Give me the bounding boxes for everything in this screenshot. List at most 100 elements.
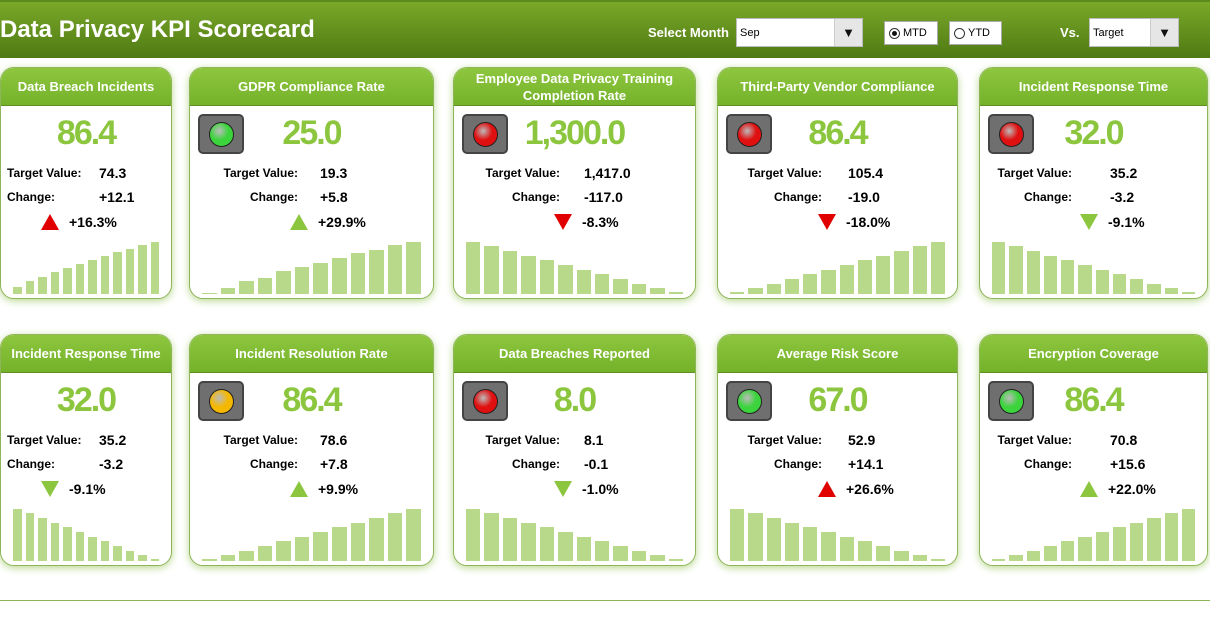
sparkline-bar (13, 508, 22, 561)
sparkline-bar (313, 532, 329, 561)
month-value: Sep (740, 27, 760, 39)
sparkline-bar (1043, 545, 1057, 561)
target-value: 52.9 (848, 432, 876, 448)
trend-sparkline (202, 503, 421, 561)
sparkline-bar (406, 241, 421, 294)
arrow-up-icon (41, 214, 59, 230)
sparkline-bar (821, 532, 836, 561)
target-label: Target Value: (485, 433, 560, 447)
sparkline-bar (63, 527, 72, 561)
month-dropdown[interactable]: Sep ▼ (736, 18, 863, 47)
sparkline-bar (202, 292, 217, 294)
change-percent: +16.3% (41, 214, 117, 230)
trend-sparkline (13, 236, 159, 294)
mtd-label: MTD (903, 27, 927, 39)
change-value: -117.0 (584, 189, 623, 205)
sparkline-bar (930, 559, 945, 561)
sparkline-bar (1043, 255, 1057, 294)
kpi-value: 86.4 (56, 114, 117, 152)
radio-icon (889, 27, 900, 39)
chevron-down-icon[interactable]: ▼ (1150, 19, 1178, 46)
sparkline-bar (38, 276, 47, 294)
change-percent: +29.9% (290, 214, 366, 230)
change-percent: -8.3% (554, 214, 619, 230)
card-title: Data Breaches Reported (454, 335, 695, 373)
sparkline-bar (576, 269, 591, 294)
kpi-value: 86.4 (808, 114, 868, 152)
target-value: 70.8 (1110, 432, 1138, 448)
kpi-value: 86.4 (282, 381, 342, 419)
change-label: Change: (512, 190, 560, 204)
page-title: Data Privacy KPI Scorecard (0, 16, 315, 43)
sparkline-bar (332, 258, 347, 294)
sparkline-bar (992, 559, 1006, 561)
sparkline-bar (113, 545, 122, 561)
sparkline-bar (992, 241, 1006, 294)
mtd-radio[interactable]: MTD (884, 21, 938, 45)
sparkline-bar (894, 550, 909, 561)
change-label: Change: (774, 190, 822, 204)
vs-dropdown[interactable]: Target ▼ (1089, 18, 1179, 47)
sparkline-bar (1061, 260, 1075, 294)
change-value: -19.0 (848, 189, 880, 205)
sparkline-bar (276, 541, 291, 561)
status-light-icon (988, 114, 1034, 154)
status-light-icon (198, 381, 244, 421)
sparkline-bar (239, 281, 254, 294)
ytd-radio[interactable]: YTD (949, 21, 1002, 45)
target-label: Target Value: (485, 166, 560, 180)
kpi-card: Average Risk Score 67.0 Target Value: 52.9 C… (717, 334, 958, 566)
sparkline-bar (539, 527, 555, 561)
sparkline-bar (930, 241, 945, 294)
card-title: Employee Data Privacy Training Completio… (454, 68, 695, 106)
sparkline-bar (294, 267, 310, 294)
sparkline-bar (631, 550, 647, 561)
sparkline-bar (857, 260, 872, 294)
sparkline-bar (257, 277, 273, 294)
card-title: Data Breach Incidents (1, 68, 171, 106)
change-percent: -9.1% (1080, 214, 1145, 230)
sparkline-bar (75, 263, 84, 294)
kpi-value: 32.0 (56, 381, 117, 419)
kpi-value: 86.4 (1064, 381, 1124, 419)
change-value: -0.1 (584, 456, 609, 472)
sparkline-bar (594, 541, 610, 561)
sparkline-bar (730, 292, 745, 294)
sparkline-bar (784, 278, 799, 294)
sparkline-bar (894, 251, 909, 294)
sparkline-bar (730, 508, 745, 561)
kpi-card: GDPR Compliance Rate 25.0 Target Value: 19.… (189, 67, 434, 299)
trend-sparkline (466, 503, 684, 561)
percent-text: +26.6% (846, 481, 894, 497)
ytd-label: YTD (968, 27, 990, 39)
status-light-icon (462, 114, 508, 154)
percent-text: +16.3% (69, 214, 117, 230)
target-value: 74.3 (99, 165, 127, 181)
trend-sparkline (992, 236, 1195, 294)
sparkline-bar (876, 545, 891, 561)
chevron-down-icon[interactable]: ▼ (834, 19, 862, 46)
kpi-card: Employee Data Privacy Training Completio… (453, 67, 696, 299)
sparkline-bar (13, 287, 22, 294)
sparkline-bar (876, 255, 891, 294)
sparkline-bar (1112, 527, 1126, 561)
target-label: Target Value: (7, 433, 82, 447)
arrow-down-icon (554, 214, 572, 230)
sparkline-bar (88, 260, 97, 294)
percent-text: -8.3% (582, 214, 619, 230)
sparkline-bar (857, 541, 872, 561)
kpi-card: Third-Party Vendor Compliance 86.4 Target … (717, 67, 958, 299)
sparkline-bar (50, 271, 59, 294)
sparkline-bar (912, 555, 927, 561)
sparkline-bar (332, 527, 347, 561)
sparkline-bar (150, 559, 159, 561)
change-value: +14.1 (848, 456, 884, 472)
sparkline-bar (1130, 278, 1144, 294)
kpi-card: Incident Response Time 32.0 Target Value: 3… (979, 67, 1208, 299)
change-value: +5.8 (320, 189, 348, 205)
sparkline-bar (257, 545, 273, 561)
sparkline-bar (220, 288, 236, 294)
percent-text: -1.0% (582, 481, 619, 497)
sparkline-bar (803, 527, 818, 561)
sparkline-bar (276, 270, 291, 294)
